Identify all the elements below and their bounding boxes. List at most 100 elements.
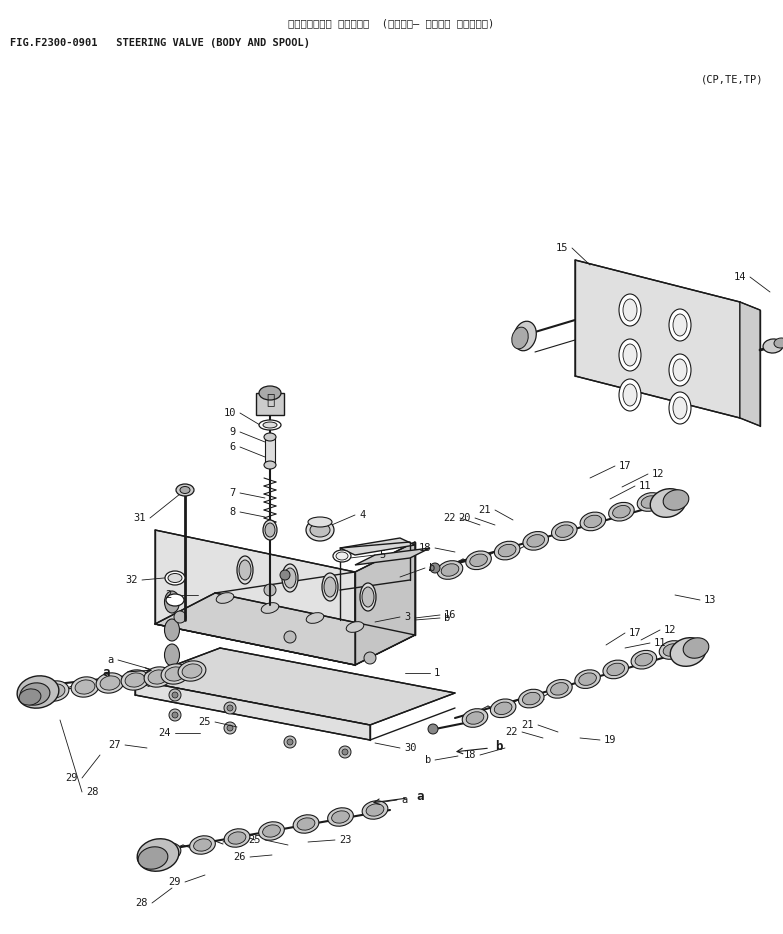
- Ellipse shape: [178, 661, 206, 681]
- Ellipse shape: [684, 638, 709, 658]
- Ellipse shape: [514, 321, 536, 351]
- Ellipse shape: [258, 822, 284, 841]
- Polygon shape: [740, 302, 760, 426]
- Ellipse shape: [363, 800, 388, 819]
- Ellipse shape: [75, 680, 95, 694]
- Ellipse shape: [100, 676, 120, 690]
- Ellipse shape: [265, 523, 275, 537]
- Circle shape: [224, 702, 236, 714]
- Ellipse shape: [669, 354, 691, 386]
- Ellipse shape: [182, 664, 202, 678]
- Bar: [256, 393, 284, 415]
- Ellipse shape: [164, 619, 179, 641]
- Polygon shape: [575, 260, 740, 418]
- Ellipse shape: [193, 839, 211, 851]
- Text: 21: 21: [521, 720, 534, 730]
- Text: 11: 11: [639, 481, 651, 491]
- Ellipse shape: [462, 709, 488, 728]
- Ellipse shape: [550, 683, 568, 695]
- Ellipse shape: [189, 836, 215, 855]
- Circle shape: [284, 631, 296, 643]
- Text: 18: 18: [464, 750, 476, 760]
- Ellipse shape: [366, 804, 384, 816]
- Text: (CP,TE,TP): (CP,TE,TP): [701, 75, 763, 85]
- Ellipse shape: [619, 339, 641, 371]
- Ellipse shape: [551, 522, 577, 541]
- Circle shape: [280, 570, 290, 580]
- Ellipse shape: [71, 677, 99, 697]
- Text: 17: 17: [629, 628, 641, 638]
- Text: b: b: [429, 563, 435, 573]
- Polygon shape: [355, 548, 430, 565]
- Text: 23: 23: [339, 835, 352, 845]
- Ellipse shape: [608, 502, 634, 521]
- Circle shape: [287, 739, 293, 745]
- Text: 10: 10: [223, 408, 236, 418]
- Ellipse shape: [494, 702, 512, 715]
- Ellipse shape: [96, 672, 124, 693]
- Text: 6: 6: [229, 442, 236, 452]
- Ellipse shape: [584, 516, 601, 528]
- Text: ステアリングゞ ハゞルフゞ  (ボゞチゞ― オヨビゞ スプゞール): ステアリングゞ ハゞルフゞ (ボゞチゞ― オヨビゞ スプゞール): [288, 18, 494, 28]
- Text: 29: 29: [66, 773, 78, 783]
- Ellipse shape: [437, 560, 463, 579]
- Circle shape: [172, 712, 178, 718]
- Ellipse shape: [579, 672, 597, 686]
- Ellipse shape: [164, 644, 179, 666]
- Ellipse shape: [575, 670, 601, 688]
- Text: 32: 32: [125, 575, 138, 585]
- Polygon shape: [135, 680, 370, 740]
- Ellipse shape: [259, 420, 281, 430]
- Text: 25: 25: [248, 835, 261, 845]
- Ellipse shape: [555, 525, 573, 537]
- Ellipse shape: [673, 397, 687, 419]
- Ellipse shape: [20, 683, 50, 705]
- Ellipse shape: [362, 587, 374, 607]
- Circle shape: [169, 689, 181, 701]
- Ellipse shape: [512, 327, 529, 348]
- Ellipse shape: [623, 384, 637, 406]
- Text: a: a: [108, 655, 114, 665]
- Ellipse shape: [168, 573, 182, 583]
- Text: 4: 4: [359, 510, 365, 520]
- Ellipse shape: [470, 554, 487, 567]
- Ellipse shape: [663, 644, 681, 657]
- Ellipse shape: [522, 692, 540, 705]
- Ellipse shape: [144, 667, 172, 687]
- Ellipse shape: [619, 294, 641, 326]
- Ellipse shape: [327, 808, 353, 827]
- Ellipse shape: [161, 664, 189, 684]
- Ellipse shape: [41, 681, 69, 701]
- Ellipse shape: [631, 650, 657, 669]
- Ellipse shape: [607, 663, 625, 675]
- Ellipse shape: [663, 489, 689, 510]
- Text: 2: 2: [164, 590, 171, 600]
- Ellipse shape: [673, 359, 687, 381]
- Polygon shape: [155, 530, 355, 665]
- Ellipse shape: [121, 670, 149, 690]
- Circle shape: [224, 722, 236, 734]
- Ellipse shape: [159, 846, 177, 858]
- Ellipse shape: [263, 520, 277, 540]
- Ellipse shape: [306, 613, 324, 623]
- Circle shape: [264, 584, 276, 596]
- Ellipse shape: [284, 568, 296, 588]
- Text: 7: 7: [229, 488, 236, 498]
- Text: a: a: [416, 789, 424, 802]
- Ellipse shape: [324, 577, 336, 597]
- Ellipse shape: [264, 433, 276, 441]
- Ellipse shape: [498, 545, 516, 557]
- Text: 16: 16: [444, 610, 456, 620]
- Ellipse shape: [262, 825, 280, 837]
- Ellipse shape: [310, 523, 330, 537]
- Text: b: b: [444, 613, 450, 623]
- Ellipse shape: [155, 842, 181, 861]
- Text: 11: 11: [654, 638, 666, 648]
- Ellipse shape: [297, 818, 315, 830]
- Text: 20: 20: [459, 513, 471, 523]
- Circle shape: [174, 611, 186, 623]
- Ellipse shape: [125, 672, 145, 687]
- Ellipse shape: [612, 505, 630, 518]
- Ellipse shape: [322, 573, 338, 601]
- Text: 25: 25: [199, 717, 211, 727]
